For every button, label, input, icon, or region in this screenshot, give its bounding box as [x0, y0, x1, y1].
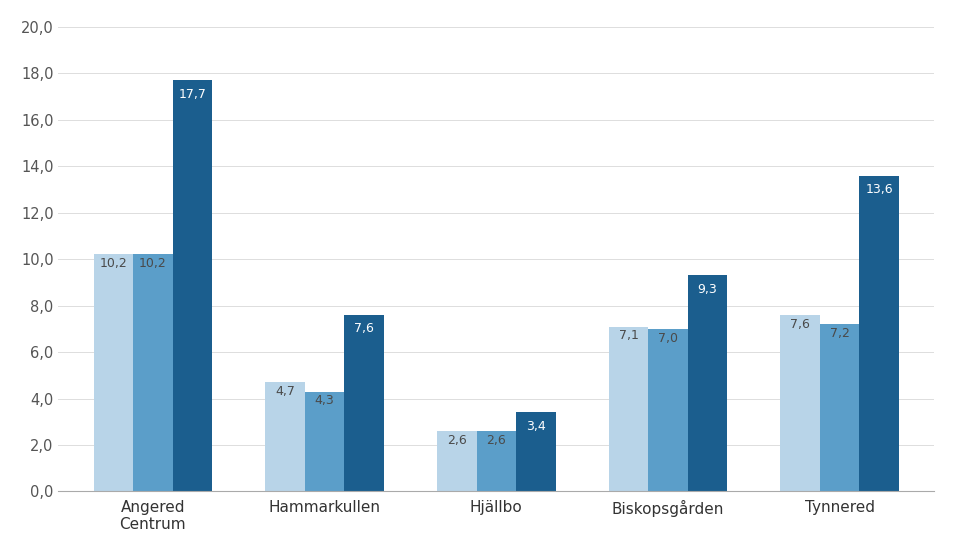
Text: 2,6: 2,6 — [447, 434, 467, 447]
Text: 10,2: 10,2 — [139, 257, 167, 270]
Bar — [860, 175, 899, 492]
Text: 3,4: 3,4 — [526, 420, 545, 433]
Bar — [608, 326, 648, 492]
Text: 13,6: 13,6 — [865, 183, 893, 196]
Bar — [265, 382, 305, 492]
Text: 7,2: 7,2 — [830, 327, 850, 340]
Text: 4,7: 4,7 — [275, 385, 295, 398]
Bar — [133, 254, 173, 492]
Text: 7,6: 7,6 — [791, 317, 810, 331]
Bar — [688, 275, 728, 492]
Bar — [94, 254, 133, 492]
Bar — [477, 431, 516, 492]
Text: 7,0: 7,0 — [658, 332, 678, 345]
Bar — [820, 324, 860, 492]
Bar — [648, 329, 688, 492]
Bar — [780, 315, 820, 492]
Bar — [516, 413, 556, 492]
Bar — [305, 392, 345, 492]
Bar — [173, 80, 212, 492]
Text: 2,6: 2,6 — [486, 434, 506, 447]
Text: 7,6: 7,6 — [354, 322, 374, 335]
Text: 9,3: 9,3 — [698, 283, 717, 296]
Bar — [437, 431, 477, 492]
Bar — [345, 315, 384, 492]
Text: 17,7: 17,7 — [179, 88, 206, 101]
Text: 4,3: 4,3 — [315, 394, 334, 408]
Text: 10,2: 10,2 — [99, 257, 127, 270]
Text: 7,1: 7,1 — [619, 329, 639, 342]
